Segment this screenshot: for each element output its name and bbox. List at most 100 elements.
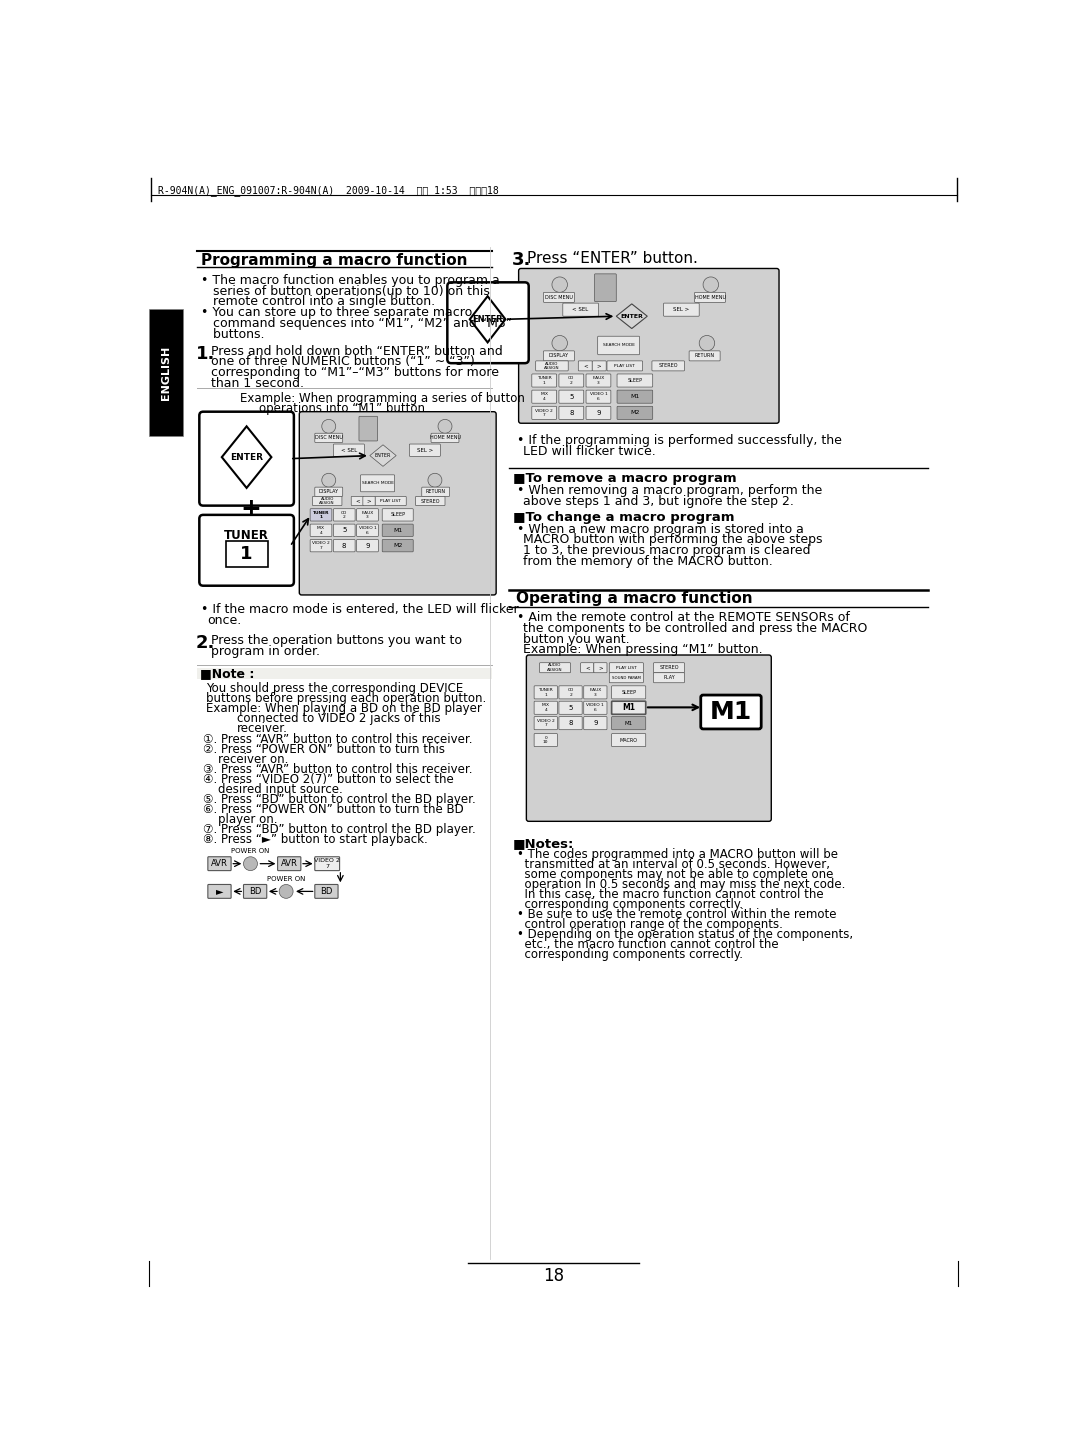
Text: receiver on.: receiver on. [203, 753, 288, 766]
FancyBboxPatch shape [535, 717, 557, 730]
FancyBboxPatch shape [617, 407, 652, 420]
Text: TUNER: TUNER [225, 529, 269, 542]
FancyBboxPatch shape [531, 374, 556, 387]
Text: 8: 8 [342, 543, 347, 549]
FancyBboxPatch shape [299, 411, 496, 595]
Text: PLAY LIST: PLAY LIST [616, 666, 637, 670]
Text: ⑥. Press “POWER ON” button to turn the BD: ⑥. Press “POWER ON” button to turn the B… [203, 802, 464, 815]
Text: < SEL: < SEL [572, 307, 589, 313]
FancyBboxPatch shape [535, 701, 557, 714]
FancyBboxPatch shape [243, 885, 267, 898]
Text: TUNER
1: TUNER 1 [313, 511, 329, 520]
Text: VIDEO 2
7: VIDEO 2 7 [314, 859, 340, 869]
FancyBboxPatch shape [312, 497, 342, 505]
Circle shape [438, 420, 451, 433]
Text: ENTER: ENTER [230, 453, 264, 462]
Text: some components may not be able to complete one: some components may not be able to compl… [517, 869, 834, 882]
Text: MACRO: MACRO [620, 737, 637, 743]
FancyBboxPatch shape [563, 303, 598, 316]
Text: Press the operation buttons you want to: Press the operation buttons you want to [211, 634, 462, 647]
Text: desired input source.: desired input source. [203, 783, 343, 796]
FancyBboxPatch shape [200, 515, 294, 585]
Text: VIDEO 2
7: VIDEO 2 7 [312, 542, 329, 550]
FancyBboxPatch shape [611, 717, 646, 730]
Text: 0
10: 0 10 [543, 736, 549, 744]
Text: PLAY: PLAY [663, 675, 675, 681]
FancyBboxPatch shape [559, 686, 582, 699]
Text: transmitted at an interval of 0.5 seconds. However,: transmitted at an interval of 0.5 second… [517, 859, 831, 872]
FancyBboxPatch shape [351, 497, 364, 505]
Text: connected to VIDEO 2 jacks of this: connected to VIDEO 2 jacks of this [238, 712, 441, 725]
Text: M1: M1 [393, 527, 403, 533]
FancyBboxPatch shape [578, 361, 592, 371]
FancyBboxPatch shape [531, 407, 556, 420]
FancyBboxPatch shape [447, 282, 529, 363]
Text: >: > [367, 498, 372, 504]
FancyBboxPatch shape [597, 336, 639, 355]
FancyBboxPatch shape [689, 350, 720, 361]
Text: AUDIO
ASSIGN: AUDIO ASSIGN [544, 362, 559, 371]
Text: RETURN: RETURN [426, 489, 446, 494]
Text: ENTER: ENTER [472, 314, 503, 324]
Text: PLAY LIST: PLAY LIST [615, 363, 635, 368]
Text: VIDEO 2
7: VIDEO 2 7 [536, 408, 553, 417]
FancyBboxPatch shape [559, 374, 583, 387]
Text: TUNER
1: TUNER 1 [538, 688, 553, 696]
Text: SLEEP: SLEEP [390, 513, 405, 517]
FancyBboxPatch shape [526, 654, 771, 821]
Text: 5: 5 [342, 527, 347, 533]
FancyBboxPatch shape [314, 885, 338, 898]
Circle shape [552, 277, 567, 292]
FancyBboxPatch shape [543, 292, 575, 303]
Text: AUDIO
ASSIGN: AUDIO ASSIGN [548, 663, 563, 672]
Text: POWER ON: POWER ON [267, 876, 306, 882]
Text: corresponding to “M1”–“M3” buttons for more: corresponding to “M1”–“M3” buttons for m… [211, 366, 499, 379]
Text: series of button operations(up to 10) on this: series of button operations(up to 10) on… [201, 285, 489, 298]
Text: • Be sure to use the remote control within the remote: • Be sure to use the remote control with… [517, 908, 837, 921]
Text: LED will flicker twice.: LED will flicker twice. [524, 445, 656, 458]
FancyBboxPatch shape [559, 390, 583, 403]
FancyBboxPatch shape [207, 885, 231, 898]
Circle shape [428, 473, 442, 487]
Text: DISC MENU: DISC MENU [545, 295, 572, 300]
FancyBboxPatch shape [592, 361, 606, 371]
Text: POWER ON: POWER ON [231, 849, 270, 854]
Text: VIDEO 2
7: VIDEO 2 7 [537, 718, 555, 727]
Text: operations into “M1” button.: operations into “M1” button. [259, 403, 429, 416]
FancyBboxPatch shape [226, 542, 268, 568]
Text: M1: M1 [710, 699, 752, 724]
Text: ④. Press “VIDEO 2(7)” button to select the: ④. Press “VIDEO 2(7)” button to select t… [203, 773, 454, 786]
Text: HOME MENU: HOME MENU [430, 436, 460, 440]
Text: M1: M1 [631, 394, 639, 400]
Polygon shape [221, 426, 271, 488]
FancyBboxPatch shape [382, 524, 414, 536]
Text: <: < [355, 498, 360, 504]
Text: • You can store up to three separate macro: • You can store up to three separate mac… [201, 306, 472, 319]
Text: < SEL: < SEL [341, 447, 357, 453]
FancyBboxPatch shape [149, 308, 183, 436]
FancyBboxPatch shape [334, 540, 355, 552]
Text: command sequences into “M1”, “M2” and “M3”: command sequences into “M1”, “M2” and “M… [201, 317, 512, 330]
FancyBboxPatch shape [382, 508, 414, 521]
Text: VIDEO 1
6: VIDEO 1 6 [359, 526, 376, 534]
FancyBboxPatch shape [356, 540, 378, 552]
Text: Example: When playing a BD on the BD player: Example: When playing a BD on the BD pla… [206, 702, 482, 715]
Text: 1: 1 [241, 544, 253, 563]
Text: +: + [241, 498, 261, 521]
Text: button you want.: button you want. [524, 633, 630, 646]
Text: • If the macro mode is entered, the LED will flicker: • If the macro mode is entered, the LED … [201, 604, 518, 617]
Text: program in order.: program in order. [211, 644, 320, 657]
FancyBboxPatch shape [607, 361, 643, 371]
FancyBboxPatch shape [197, 668, 491, 679]
FancyBboxPatch shape [653, 673, 685, 682]
Circle shape [699, 336, 715, 350]
Text: • The codes programmed into a MACRO button will be: • The codes programmed into a MACRO butt… [517, 849, 838, 862]
FancyBboxPatch shape [652, 361, 685, 371]
Text: STEREO: STEREO [420, 498, 440, 504]
Circle shape [243, 857, 257, 870]
FancyBboxPatch shape [314, 433, 342, 443]
FancyBboxPatch shape [594, 663, 607, 673]
FancyBboxPatch shape [356, 524, 378, 536]
Text: 8: 8 [568, 720, 572, 725]
Text: ②. Press “POWER ON” button to turn this: ②. Press “POWER ON” button to turn this [203, 743, 445, 756]
